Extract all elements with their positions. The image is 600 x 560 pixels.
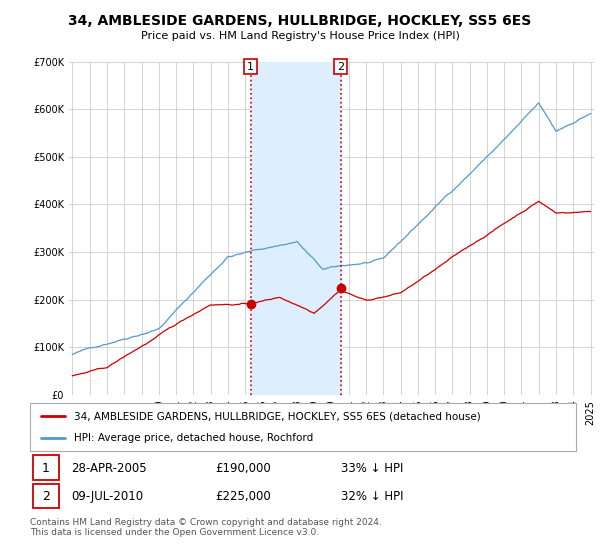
Text: £190,000: £190,000: [215, 461, 271, 474]
Text: 28-APR-2005: 28-APR-2005: [71, 461, 146, 474]
Text: Contains HM Land Registry data © Crown copyright and database right 2024.
This d: Contains HM Land Registry data © Crown c…: [30, 518, 382, 538]
Text: HPI: Average price, detached house, Rochford: HPI: Average price, detached house, Roch…: [74, 433, 313, 443]
FancyBboxPatch shape: [30, 403, 576, 451]
Text: 33% ↓ HPI: 33% ↓ HPI: [341, 461, 404, 474]
Text: 2: 2: [42, 490, 50, 503]
Text: 2: 2: [337, 62, 344, 72]
Text: 34, AMBLESIDE GARDENS, HULLBRIDGE, HOCKLEY, SS5 6ES: 34, AMBLESIDE GARDENS, HULLBRIDGE, HOCKL…: [68, 14, 532, 28]
Text: 09-JUL-2010: 09-JUL-2010: [71, 490, 143, 503]
Text: 32% ↓ HPI: 32% ↓ HPI: [341, 490, 404, 503]
Text: £225,000: £225,000: [215, 490, 271, 503]
Text: 1: 1: [247, 62, 254, 72]
Text: 34, AMBLESIDE GARDENS, HULLBRIDGE, HOCKLEY, SS5 6ES (detached house): 34, AMBLESIDE GARDENS, HULLBRIDGE, HOCKL…: [74, 411, 481, 421]
FancyBboxPatch shape: [33, 455, 59, 480]
Text: Price paid vs. HM Land Registry's House Price Index (HPI): Price paid vs. HM Land Registry's House …: [140, 31, 460, 41]
FancyBboxPatch shape: [33, 484, 59, 508]
Text: 1: 1: [42, 461, 50, 474]
Bar: [251, 62, 341, 395]
